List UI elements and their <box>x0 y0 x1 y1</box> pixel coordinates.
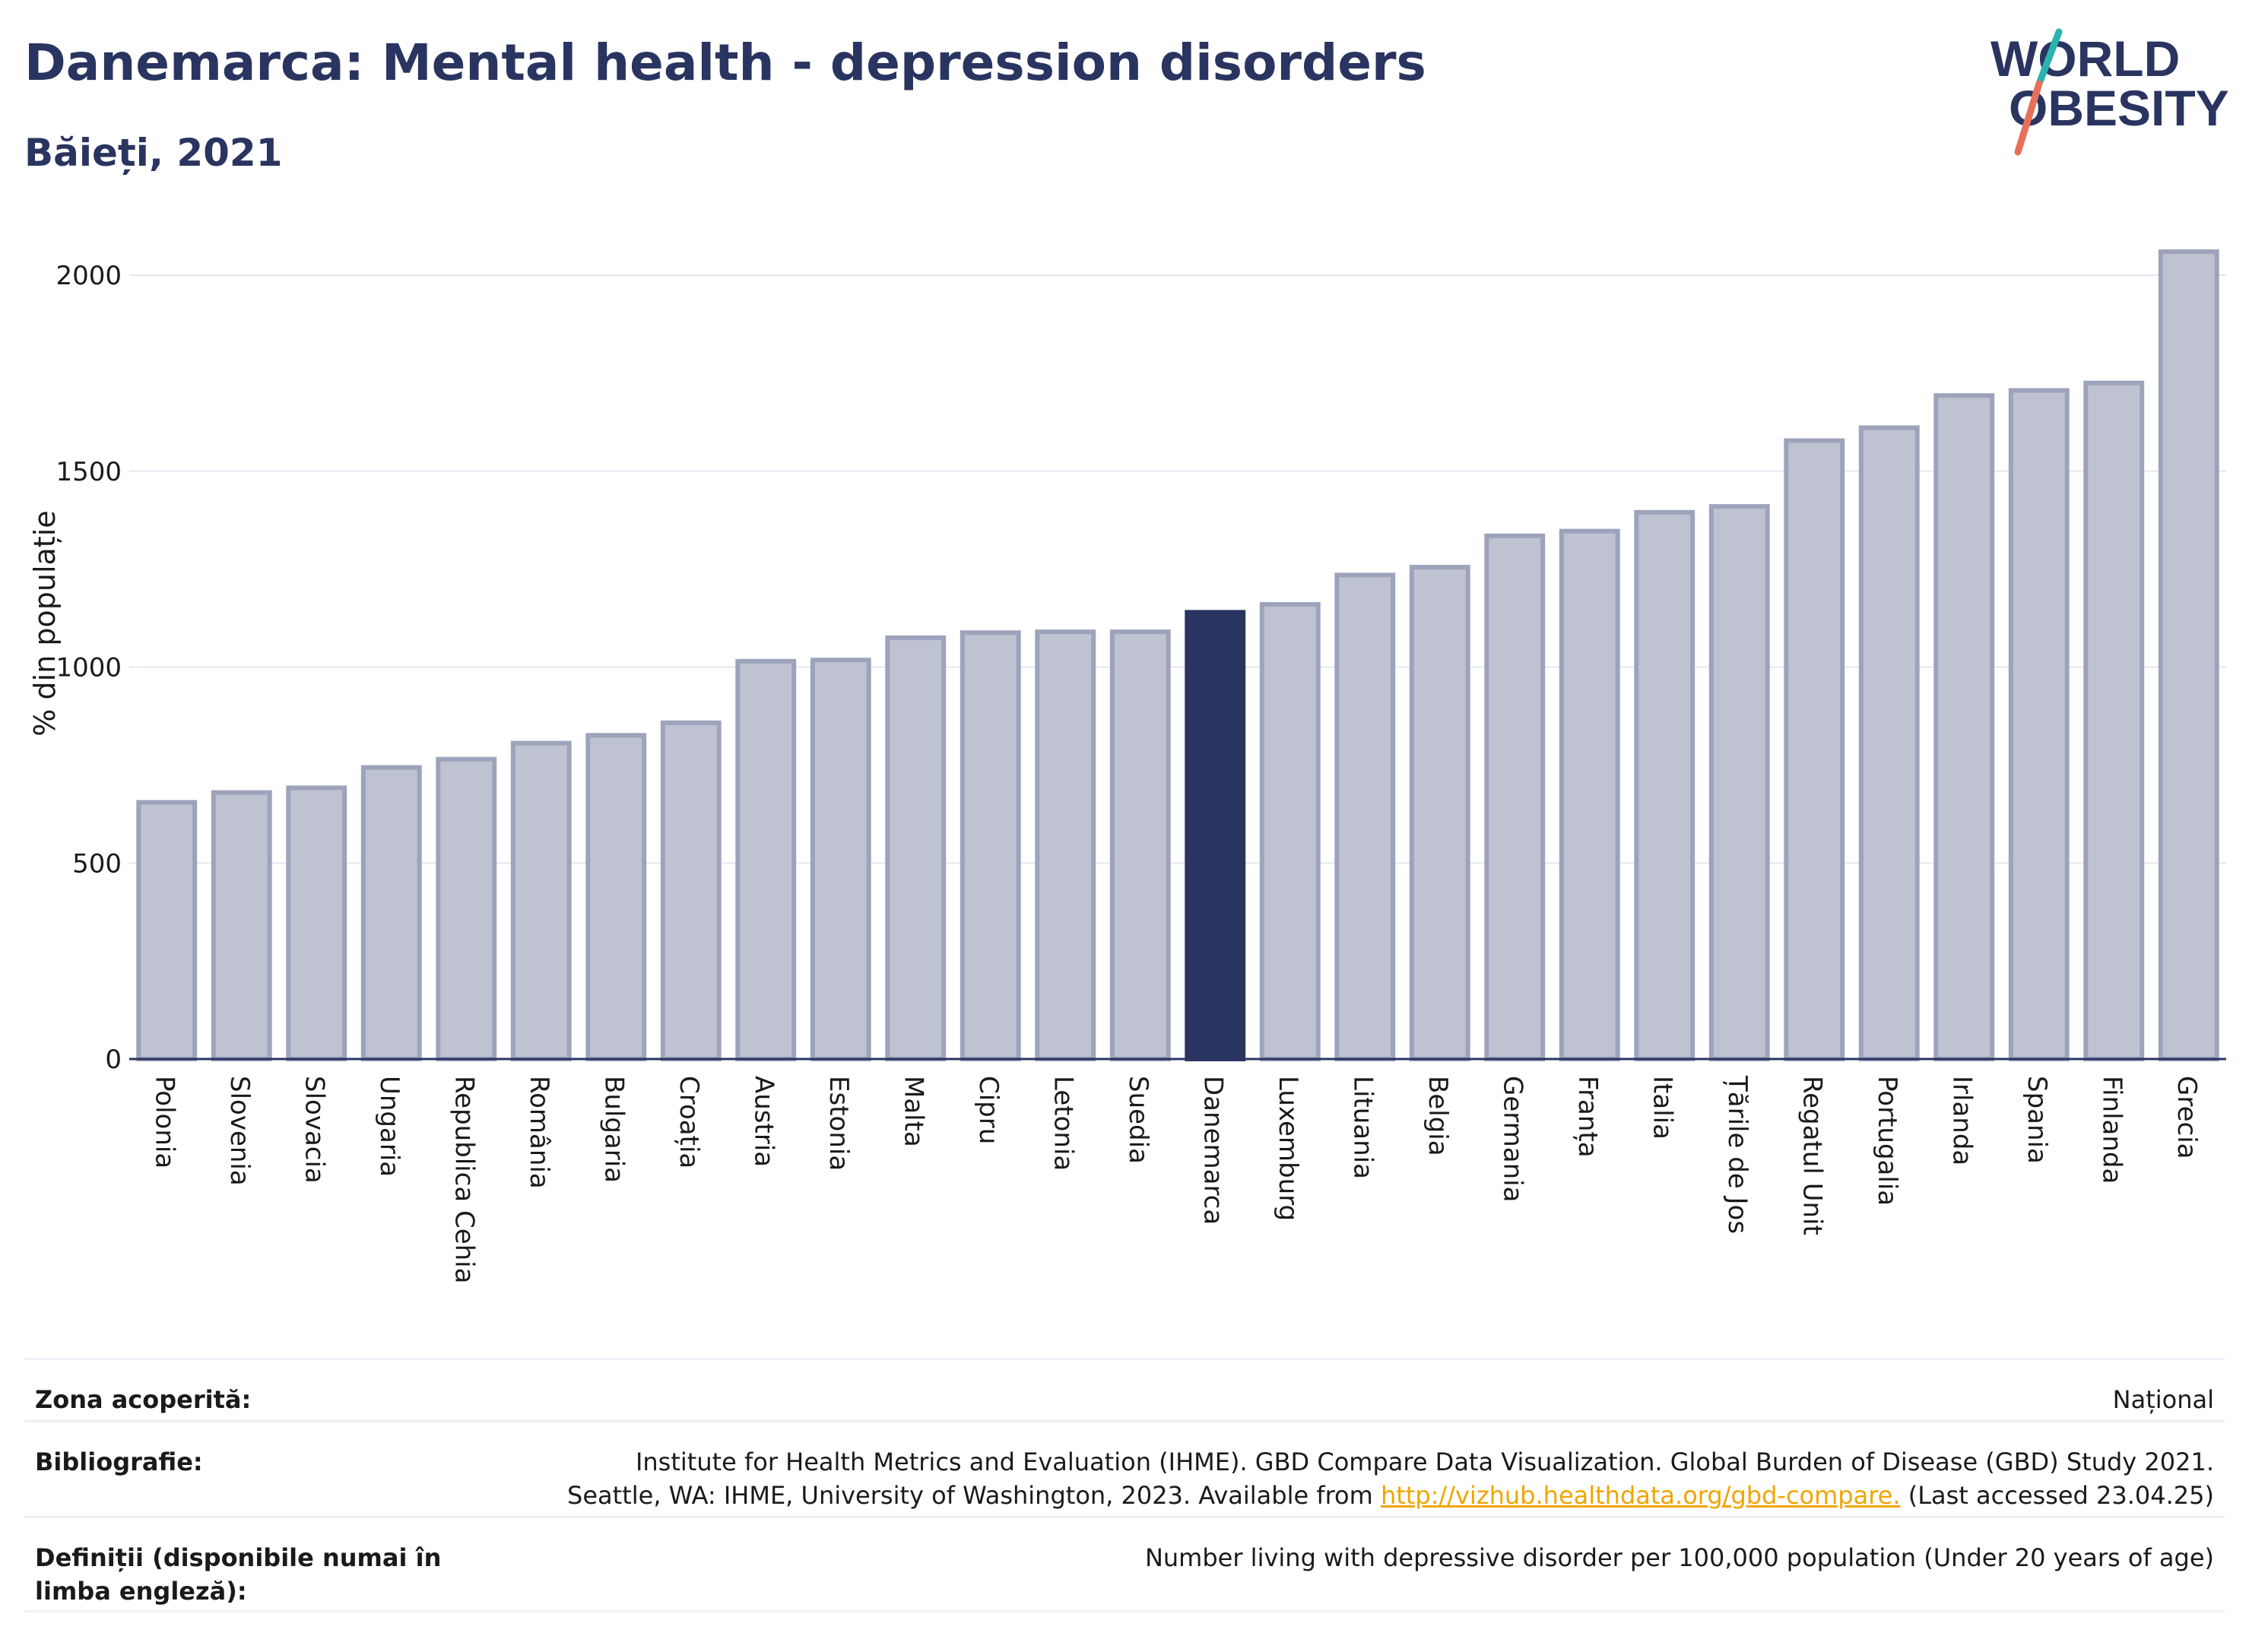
x-tick-label: Estonia <box>823 1076 854 1171</box>
bar-regatul-unit <box>1784 438 1845 1061</box>
bar-suedia <box>1109 629 1171 1061</box>
x-tick-label: Croația <box>674 1076 704 1168</box>
bar-portugalia <box>1858 425 1920 1061</box>
bibliography-line-1: Institute for Health Metrics and Evaluat… <box>635 1447 2214 1476</box>
bibliography-line-2: Seattle, WA: IHME, University of Washing… <box>567 1479 2214 1512</box>
bar-slovacia <box>286 785 347 1062</box>
x-tick-label: Polonia <box>149 1076 179 1168</box>
x-tick-label: Portugalia <box>1872 1076 1902 1206</box>
x-tick-label: Slovenia <box>224 1076 255 1186</box>
bar-grecia <box>2158 249 2219 1062</box>
bar-cipru <box>960 630 1021 1061</box>
coverage-label: Zona acoperită: <box>35 1385 252 1414</box>
footer-bottom-rule <box>24 1610 2225 1612</box>
x-tick-label: Republica Cehia <box>449 1076 479 1283</box>
y-tick-label: 2000 <box>56 261 122 291</box>
x-tick-label: Țările de Jos <box>1722 1075 1753 1234</box>
x-tick-label: Belgia <box>1423 1076 1453 1156</box>
y-tick-label: 1500 <box>56 457 122 487</box>
bar-malta <box>885 635 947 1061</box>
chart-title: Danemarca: Mental health - depression di… <box>24 33 1426 92</box>
bar-croația <box>660 720 722 1061</box>
definitions-row: Definiții (disponibile numai în limba en… <box>24 1516 2225 1612</box>
x-tick-label: Irlanda <box>1946 1076 1977 1165</box>
bar-bulgaria <box>585 733 647 1062</box>
bar-spania <box>2008 388 2070 1061</box>
bar-lituania <box>1334 572 1396 1061</box>
bar-finlanda <box>2083 380 2145 1061</box>
bar-românia <box>510 740 572 1062</box>
y-axis-title: % din populație <box>28 510 62 736</box>
bar-letonia <box>1035 629 1096 1061</box>
x-tick-label: Regatul Unit <box>1797 1076 1827 1235</box>
bar-luxemburg <box>1259 602 1321 1061</box>
coverage-value: Național <box>2112 1385 2214 1414</box>
x-tick-label: România <box>524 1076 554 1189</box>
x-tick-label: Luxemburg <box>1273 1076 1303 1221</box>
bibliography-label: Bibliografie: <box>35 1447 203 1476</box>
x-tick-label: Finlanda <box>2096 1076 2127 1184</box>
x-tick-label: Franța <box>1572 1076 1603 1158</box>
y-tick-label: 0 <box>105 1045 122 1075</box>
x-tick-label: Bulgaria <box>598 1076 629 1183</box>
x-tick-label: Ungaria <box>374 1076 404 1177</box>
bar-germania <box>1484 533 1546 1061</box>
x-tick-label: Lituania <box>1347 1076 1378 1179</box>
chart-subtitle: Băieți, 2021 <box>24 131 283 175</box>
coverage-row: Zona acoperită: Național <box>24 1358 2225 1422</box>
logo-slash-coral <box>2014 80 2043 156</box>
x-tick-label: Letonia <box>1048 1076 1078 1171</box>
bar-estonia <box>810 658 871 1061</box>
y-tick-label: 1000 <box>56 653 122 683</box>
last-accessed-text: (Last accessed 23.04.25) <box>1900 1481 2214 1510</box>
bar-republica-cehia <box>436 756 497 1062</box>
y-tick-label: 500 <box>72 848 122 879</box>
bar-polonia <box>136 800 198 1062</box>
x-tick-label: Malta <box>898 1076 928 1147</box>
bar-belgia <box>1409 565 1470 1061</box>
x-tick-label: Germania <box>1497 1076 1527 1202</box>
bar-danemarca <box>1185 610 1246 1061</box>
bar-chart: 0 500 1000 1500 2000 Polonia Slovenia Slovacia U… <box>28 249 2226 1283</box>
bibliography-text: Seattle, WA: IHME, University of Washing… <box>567 1481 1381 1510</box>
x-tick-label: Grecia <box>2171 1076 2202 1159</box>
x-tick-label: Danemarca <box>1197 1076 1228 1225</box>
bar-austria <box>735 658 797 1061</box>
bar-țările-de-jos <box>1708 504 1770 1061</box>
world-obesity-logo: WORLD OBESITY <box>1990 28 2228 156</box>
x-tick-label: Italia <box>1647 1076 1677 1140</box>
definitions-label: Definiții (disponibile numai în limba en… <box>35 1543 442 1606</box>
bar-slovenia <box>211 790 272 1061</box>
logo-text-obesity: OBESITY <box>2009 80 2228 136</box>
bar-ungaria <box>360 765 422 1062</box>
definitions-value: Number living with depressive disorder p… <box>1144 1543 2214 1572</box>
x-tick-label: Austria <box>748 1076 779 1167</box>
bar-irlanda <box>1933 393 1995 1061</box>
x-tick-label: Cipru <box>973 1076 1004 1144</box>
logo-text-world: WORLD <box>1990 30 2180 87</box>
bibliography-row: Bibliografie: Institute for Health Metri… <box>24 1420 2225 1518</box>
bibliography-value: Institute for Health Metrics and Evaluat… <box>567 1445 2214 1512</box>
x-tick-label: Slovacia <box>299 1076 329 1184</box>
bar-italia <box>1634 509 1695 1061</box>
logo-slash-teal <box>2035 28 2063 87</box>
x-tick-label: Suedia <box>1123 1076 1153 1164</box>
source-link[interactable]: http://vizhub.healthdata.org/gbd-compare… <box>1380 1481 1901 1510</box>
x-tick-label: Spania <box>2022 1076 2052 1164</box>
bar-franța <box>1559 528 1620 1061</box>
